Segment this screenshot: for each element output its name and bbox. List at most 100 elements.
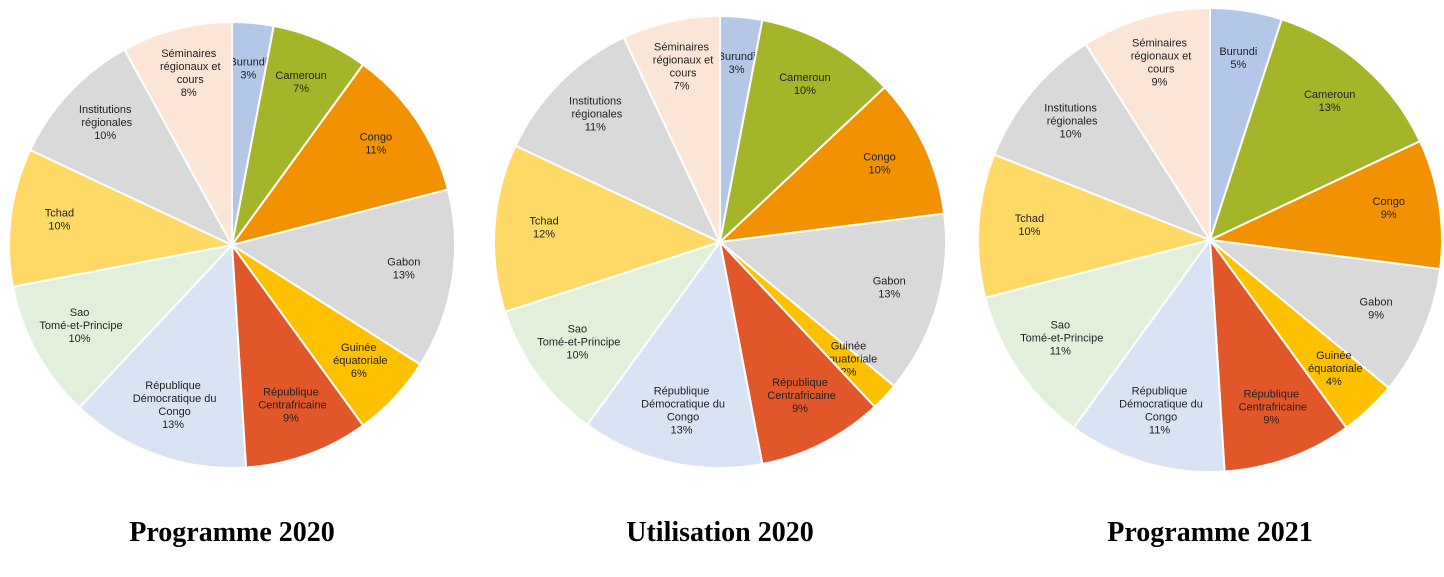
value-label: 7% xyxy=(293,83,309,95)
value-label: 9% xyxy=(1368,309,1384,321)
value-label: 9% xyxy=(1263,414,1279,426)
value-label: 10% xyxy=(794,85,816,97)
category-label: Sao Tomé-et-Principe xyxy=(37,307,123,332)
category-label: République Centrafricaine xyxy=(255,387,327,412)
category-label: République Démocratique du Congo xyxy=(130,380,217,418)
value-label: 4% xyxy=(1326,376,1342,388)
pie-slice xyxy=(28,48,235,248)
value-label: 9% xyxy=(283,413,299,425)
category-label: Cameroun xyxy=(275,70,326,82)
pie-slice xyxy=(718,238,877,466)
value-label: 10% xyxy=(94,130,116,142)
category-label: Tchad xyxy=(45,208,74,220)
category-label: Burundi xyxy=(718,51,756,63)
value-label: 6% xyxy=(351,368,367,380)
value-label: 11% xyxy=(365,145,386,157)
pie-slice xyxy=(1208,236,1348,473)
value-label: 10% xyxy=(868,164,890,176)
value-label: 3% xyxy=(729,64,745,76)
value-label: 3% xyxy=(240,69,256,81)
chart-title: Programme 2020 xyxy=(129,517,335,548)
pie-slice xyxy=(718,18,887,245)
category-label: Gabon xyxy=(1360,296,1393,308)
value-label: 13% xyxy=(878,289,900,301)
category-label: Congo xyxy=(863,151,895,163)
category-label: Tchad xyxy=(1015,213,1044,225)
category-label: Gabon xyxy=(387,257,420,269)
category-label: République Centrafricaine xyxy=(764,377,836,402)
pie-slice xyxy=(1208,18,1422,242)
category-label: République Centrafricaine xyxy=(1236,388,1308,413)
category-label: Institutions régionales xyxy=(78,104,132,129)
value-label: 11% xyxy=(585,121,606,133)
value-label: 13% xyxy=(1319,102,1341,114)
pie-slice xyxy=(717,85,946,244)
category-label: Séminaires régionaux et cours xyxy=(1128,38,1192,76)
pie-slice xyxy=(717,212,947,388)
pie-slice xyxy=(123,20,233,246)
category-label: Sao Tomé-et-Principe xyxy=(1017,320,1103,345)
value-label: 12% xyxy=(533,228,555,240)
pie-slice xyxy=(992,42,1213,243)
pie-slice xyxy=(229,188,456,366)
pie-slice xyxy=(585,239,764,469)
value-label: 8% xyxy=(181,87,197,99)
pie-slice xyxy=(1206,238,1442,390)
category-label: Congo xyxy=(360,132,392,144)
value-label: 13% xyxy=(671,425,693,437)
value-label: 11% xyxy=(1050,346,1071,358)
pie-slice xyxy=(77,242,248,469)
category-label: Cameroun xyxy=(779,72,830,84)
value-label: 10% xyxy=(1018,226,1040,238)
pie-slice xyxy=(230,241,365,469)
category-label: Séminaires régionaux et cours xyxy=(650,41,714,79)
category-label: Cameroun xyxy=(1304,89,1355,101)
value-label: 11% xyxy=(1149,424,1170,436)
pie-slice xyxy=(1072,237,1226,473)
pie-slice xyxy=(11,243,235,409)
pie-slice xyxy=(514,36,723,245)
value-label: 9% xyxy=(1381,209,1397,221)
value-label: 9% xyxy=(792,403,808,415)
value-label: 10% xyxy=(48,221,70,233)
pie-slice xyxy=(622,14,721,243)
chart-title: Utilisation 2020 xyxy=(626,517,813,548)
value-label: 7% xyxy=(674,80,690,92)
category-label: Gabon xyxy=(873,276,906,288)
category-label: Tchad xyxy=(529,215,558,227)
pie-slice xyxy=(503,240,723,427)
value-label: 10% xyxy=(1060,129,1082,141)
pie-slice xyxy=(977,153,1214,299)
category-label: Institutions régionales xyxy=(1044,103,1098,128)
category-label: Sao Tomé-et-Principe xyxy=(534,324,620,349)
category-label: Burundi xyxy=(229,56,267,68)
category-label: Séminaires régionaux et cours xyxy=(157,48,221,86)
